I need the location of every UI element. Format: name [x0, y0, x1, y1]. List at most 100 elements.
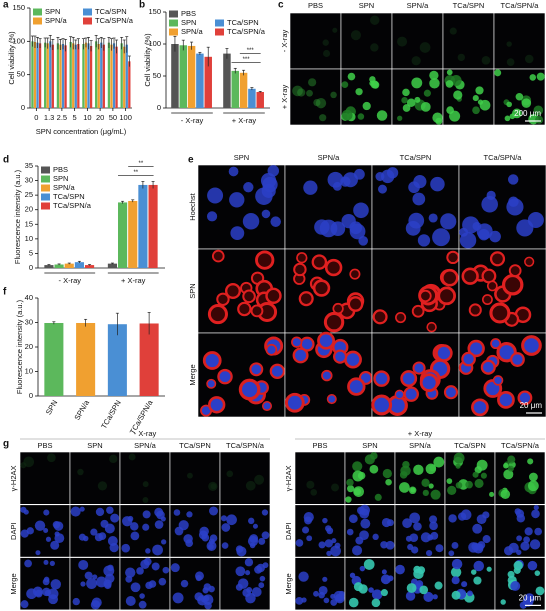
cell — [206, 211, 218, 222]
cell — [262, 176, 278, 193]
cell — [419, 42, 431, 53]
cell — [121, 543, 131, 553]
cell — [221, 523, 231, 532]
cell — [451, 576, 460, 585]
row-label: SPN — [188, 283, 197, 298]
cell — [402, 518, 412, 529]
legend-label: SPN — [53, 174, 68, 183]
bar — [36, 42, 39, 108]
cell — [510, 581, 521, 591]
legend-label: SPN/a — [181, 27, 204, 36]
cell — [534, 527, 543, 536]
cell — [237, 301, 252, 317]
cell — [453, 90, 463, 100]
cell — [486, 566, 492, 572]
bar — [38, 43, 42, 109]
cell — [26, 588, 37, 600]
column-label: TCa/SPN/a — [501, 441, 540, 450]
cell — [319, 114, 327, 122]
group-title: - X-ray — [134, 429, 157, 438]
cell — [86, 578, 97, 589]
cell — [371, 598, 381, 608]
cell — [411, 77, 423, 89]
cell — [373, 370, 390, 387]
cell — [291, 336, 303, 348]
bar — [44, 265, 54, 268]
cell — [261, 401, 273, 412]
cell — [527, 211, 544, 229]
cell — [77, 468, 84, 476]
x-tick-label: - X-ray — [59, 276, 82, 285]
cell — [403, 386, 419, 402]
row-label: γ-H2AX — [9, 465, 18, 491]
row-label: Merge — [9, 573, 18, 594]
cell — [494, 69, 502, 77]
cell — [242, 588, 251, 597]
cell — [306, 535, 313, 542]
cell — [372, 309, 388, 325]
cell — [503, 462, 509, 469]
cell — [152, 544, 163, 556]
column-label: PBS — [308, 1, 323, 10]
cell — [504, 115, 511, 122]
cell — [522, 596, 534, 607]
bar — [31, 41, 34, 109]
cell — [429, 515, 438, 524]
cell — [242, 213, 260, 230]
cell — [78, 559, 89, 570]
bar — [179, 45, 188, 108]
cell — [400, 370, 418, 387]
x-tick-label: 5 — [73, 113, 77, 122]
legend-label: SPN — [181, 18, 196, 27]
cell — [381, 569, 387, 575]
bar — [64, 45, 67, 108]
cell — [521, 98, 532, 108]
cell — [482, 535, 491, 544]
cell — [347, 377, 366, 396]
cell — [128, 453, 136, 461]
cell — [326, 527, 334, 535]
cell — [104, 581, 112, 590]
cell — [20, 600, 29, 609]
y-tick-label: 100 — [12, 36, 25, 45]
cell — [397, 36, 408, 47]
cell — [350, 30, 361, 41]
cell — [217, 368, 233, 385]
panel-label: d — [3, 155, 9, 166]
bar — [120, 43, 123, 109]
bar — [171, 44, 179, 108]
cell — [125, 596, 136, 606]
cell — [472, 95, 479, 102]
column-label: TCa/SPN — [179, 441, 211, 450]
significance-label: ** — [139, 161, 144, 167]
cell — [521, 335, 542, 356]
panel-label: b — [139, 0, 145, 11]
cell — [506, 41, 512, 47]
column-label: PBS — [312, 441, 327, 450]
cell — [455, 481, 463, 489]
cell — [323, 597, 330, 604]
cell — [500, 489, 511, 500]
y-tick-label: 40 — [25, 293, 33, 302]
bar — [84, 42, 88, 108]
scale-bar-label: 20 μm — [520, 401, 543, 410]
cell — [322, 517, 328, 524]
cell — [142, 497, 149, 503]
cell — [158, 577, 167, 586]
cell — [465, 480, 473, 489]
bar — [74, 44, 77, 108]
y-tick-label: 30 — [25, 176, 33, 185]
cell — [385, 478, 392, 486]
cell — [23, 456, 35, 468]
cell — [371, 589, 383, 600]
cell — [334, 542, 341, 549]
cell — [506, 58, 515, 66]
cell — [435, 344, 453, 362]
cell — [95, 507, 105, 517]
cell — [527, 560, 538, 571]
cell — [258, 582, 265, 589]
column-label: SPN — [234, 153, 249, 162]
legend-swatch — [169, 28, 178, 36]
cell — [517, 390, 533, 406]
cell — [411, 546, 419, 554]
